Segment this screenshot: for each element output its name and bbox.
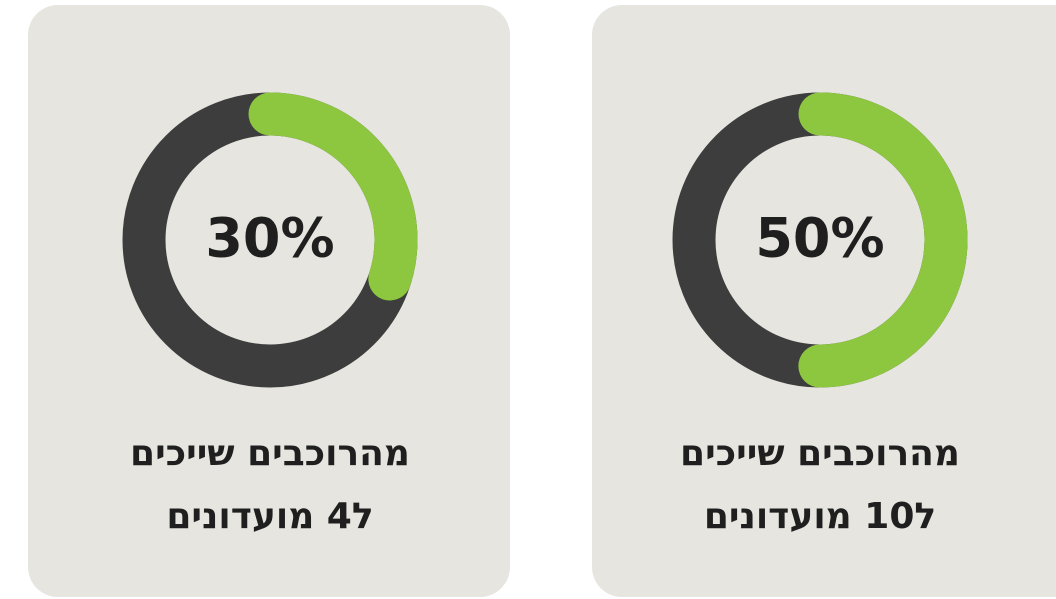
caption: מהרוכבים שייכים (130, 433, 410, 474)
caption: ל10 מועדונים (704, 496, 936, 537)
donut-arc (672, 92, 968, 388)
caption: מהרוכבים שייכים (680, 433, 960, 474)
donut-value-label: 30% (205, 207, 334, 270)
caption: ל4 מועדונים (166, 496, 373, 537)
donut-value-label: 50% (755, 207, 884, 270)
donut-arc (122, 92, 418, 388)
card (28, 5, 510, 597)
